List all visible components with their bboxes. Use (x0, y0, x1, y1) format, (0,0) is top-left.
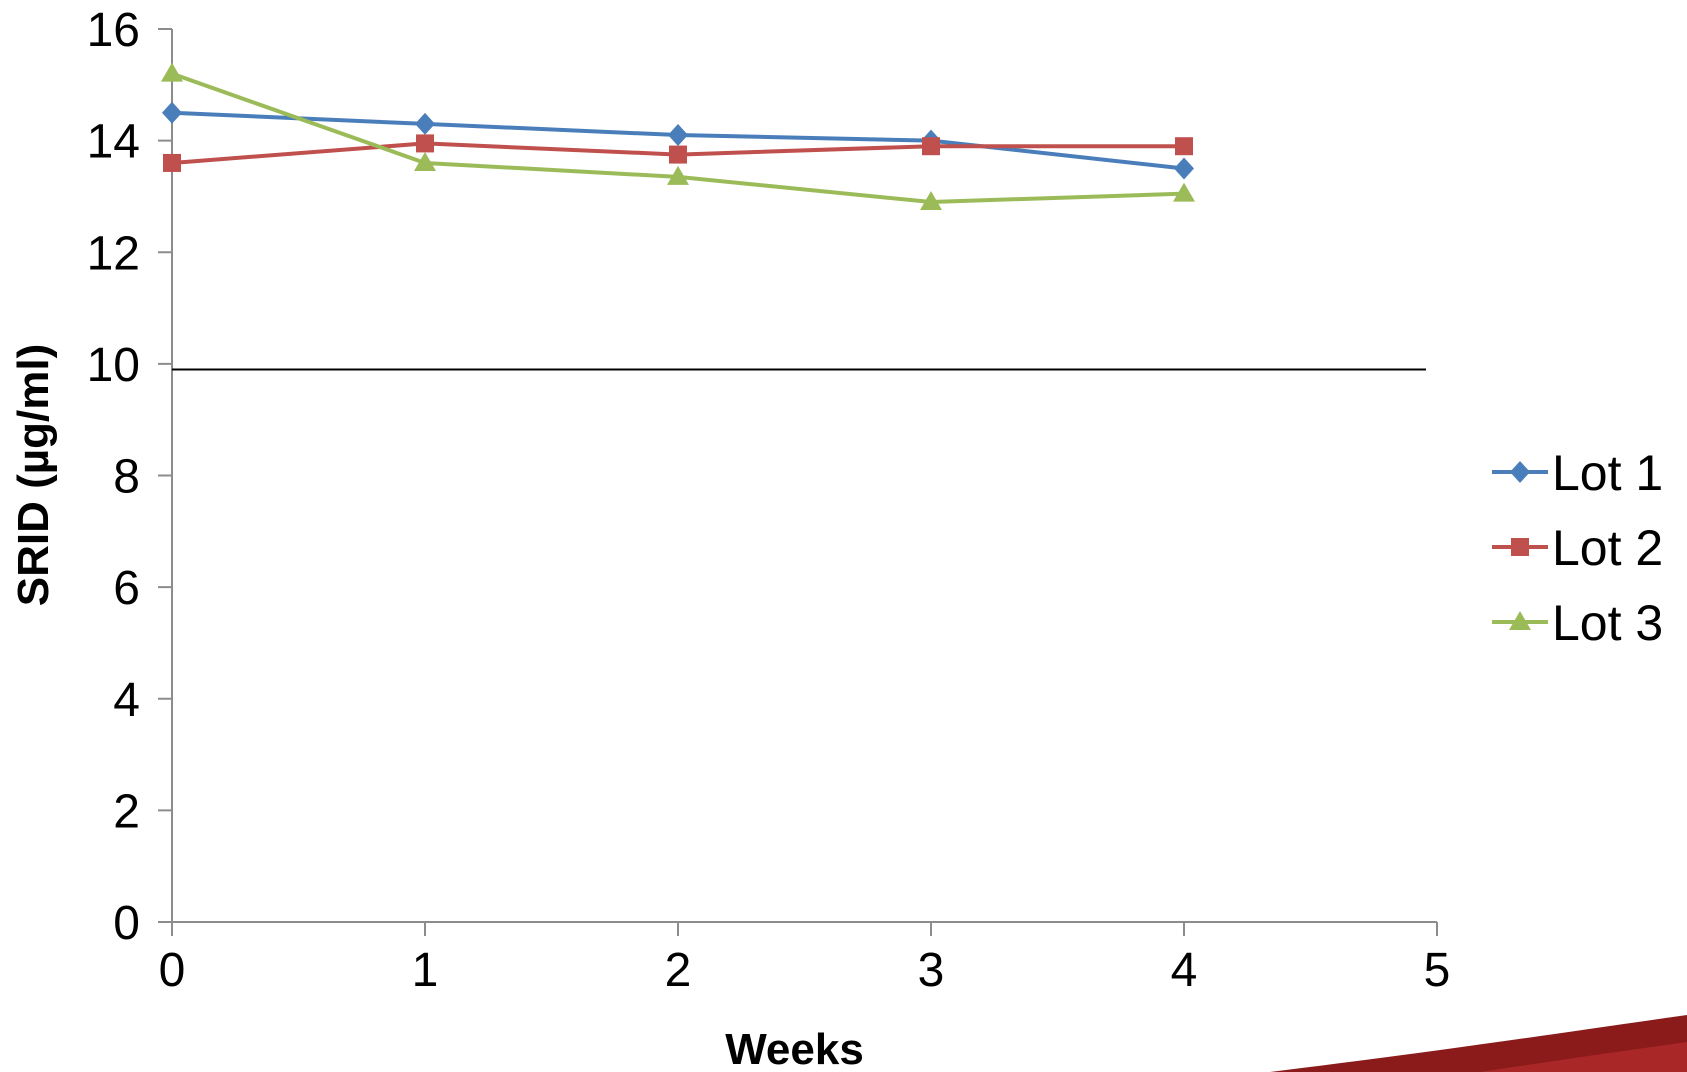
legend-item-lot-3: Lot 3 (1492, 595, 1663, 651)
series-lot-2 (163, 134, 1193, 172)
legend-marker (1511, 538, 1529, 556)
data-point (667, 165, 689, 185)
data-point (668, 124, 688, 147)
legend-marker (1509, 611, 1531, 630)
data-point (414, 151, 436, 171)
data-point (920, 191, 942, 211)
data-point (162, 101, 182, 124)
legend-marker (1510, 461, 1530, 483)
x-tick-label: 0 (159, 944, 186, 997)
data-point (1174, 157, 1194, 180)
y-tick-label: 14 (87, 116, 140, 169)
x-tick-label: 1 (412, 944, 439, 997)
series-lines (161, 62, 1195, 211)
x-axis: 0 1 2 3 4 5 (159, 921, 1451, 997)
data-point (416, 134, 434, 153)
y-tick-label: 12 (87, 227, 140, 280)
y-axis-title: SRID (µg/ml) (9, 344, 58, 606)
y-tick-label: 16 (87, 4, 140, 57)
y-tick-label: 0 (113, 897, 140, 950)
y-tick-label: 10 (87, 339, 140, 392)
data-point (161, 62, 183, 82)
x-axis-title: Weeks (725, 1025, 864, 1072)
legend-label: Lot 1 (1552, 445, 1663, 501)
data-point (415, 112, 435, 135)
y-axis: 0 2 4 6 8 10 12 14 16 (87, 4, 173, 950)
legend-label: Lot 2 (1552, 520, 1663, 576)
legend-item-lot-1: Lot 1 (1492, 445, 1663, 501)
series-lot-3 (161, 62, 1195, 211)
x-tick-label: 3 (918, 944, 945, 997)
corner-ribbon-decoration (1270, 1015, 1687, 1072)
legend-item-lot-2: Lot 2 (1492, 520, 1663, 576)
data-point (163, 153, 181, 172)
data-point (922, 137, 940, 156)
y-tick-label: 4 (113, 674, 140, 727)
data-point (1175, 137, 1193, 156)
x-tick-label: 2 (665, 944, 692, 997)
y-tick-label: 8 (113, 451, 140, 504)
legend: Lot 1 Lot 2 Lot 3 (1492, 445, 1663, 651)
legend-label: Lot 3 (1552, 595, 1663, 651)
x-tick-label: 4 (1171, 944, 1198, 997)
ribbon-highlight (1480, 1042, 1687, 1072)
data-point (1173, 182, 1195, 202)
y-tick-label: 2 (113, 785, 140, 838)
data-point (669, 145, 687, 164)
x-tick-label: 5 (1424, 944, 1451, 997)
y-tick-label: 6 (113, 562, 140, 615)
